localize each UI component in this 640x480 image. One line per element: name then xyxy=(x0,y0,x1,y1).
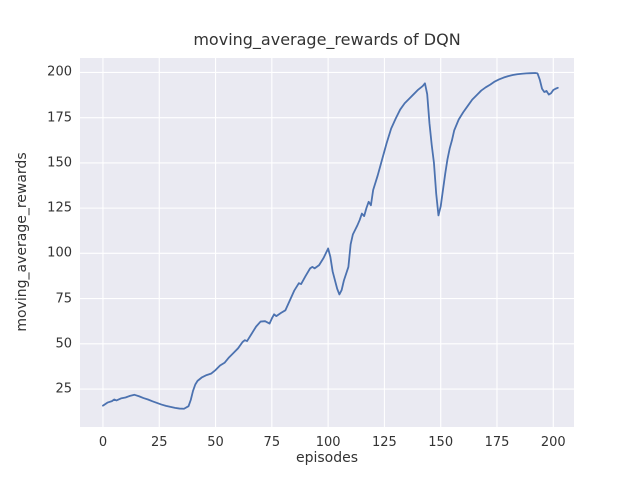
y-tick-label: 75 xyxy=(55,291,72,307)
x-axis-label: episodes xyxy=(295,450,359,466)
y-tick-label: 125 xyxy=(47,200,72,216)
chart-title: moving_average_rewards of DQN xyxy=(193,30,461,49)
x-tick-label: 175 xyxy=(484,435,510,450)
x-tick-label: 125 xyxy=(371,435,397,450)
x-tick-label: 75 xyxy=(263,435,281,450)
x-tick-label: 25 xyxy=(150,435,168,450)
x-tick-label: 0 xyxy=(98,435,108,450)
y-tick-label: 25 xyxy=(55,381,72,397)
y-axis-label: moving_average_rewards xyxy=(14,152,30,332)
plot-area xyxy=(80,58,574,427)
y-tick-label: 50 xyxy=(55,336,72,352)
x-tick-label: 200 xyxy=(540,435,566,450)
y-tick-label: 150 xyxy=(47,155,72,171)
line-chart-canvas xyxy=(80,58,574,427)
x-tick-label: 150 xyxy=(428,435,454,450)
x-tick-label: 100 xyxy=(315,435,341,450)
y-tick-label: 200 xyxy=(47,64,72,80)
y-tick-label: 100 xyxy=(47,245,72,261)
x-tick-label: 50 xyxy=(207,435,224,450)
reward-line xyxy=(102,72,559,410)
y-tick-label: 175 xyxy=(47,110,72,126)
